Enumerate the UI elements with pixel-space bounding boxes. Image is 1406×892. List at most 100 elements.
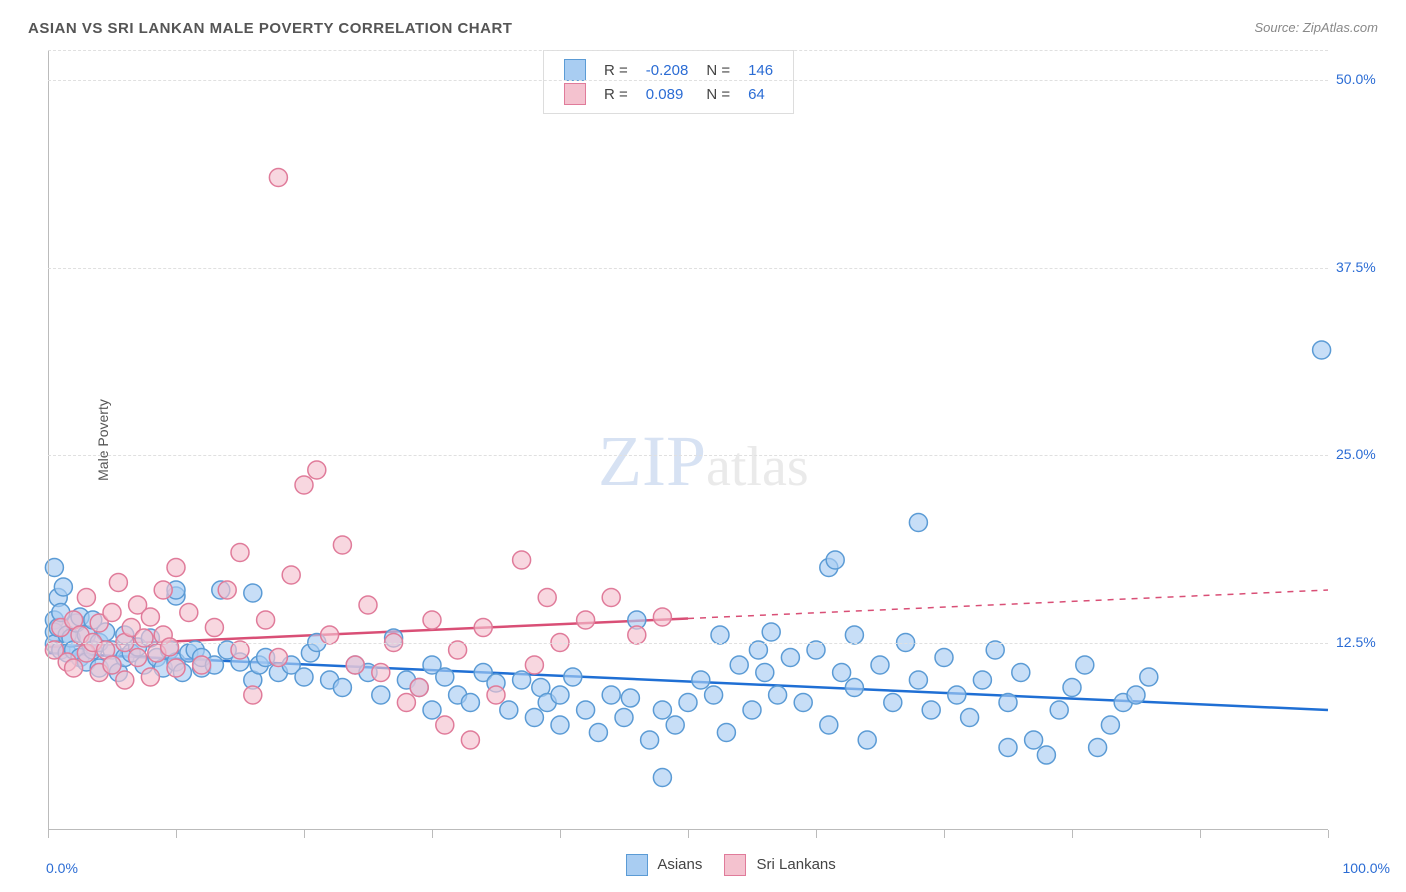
x-tick <box>944 830 945 838</box>
point-sri-lankans <box>461 731 479 749</box>
point-sri-lankans <box>129 649 147 667</box>
legend-r-label: R = <box>596 59 636 81</box>
x-tick <box>816 830 817 838</box>
point-sri-lankans <box>161 638 179 656</box>
point-sri-lankans <box>282 566 300 584</box>
point-asians <box>679 694 697 712</box>
point-asians <box>717 724 735 742</box>
point-asians <box>820 716 838 734</box>
legend-swatch <box>724 854 746 876</box>
point-asians <box>1012 664 1030 682</box>
legend-r-value: 0.089 <box>638 83 697 105</box>
point-sri-lankans <box>135 629 153 647</box>
point-sri-lankans <box>141 608 159 626</box>
point-asians <box>711 626 729 644</box>
point-asians <box>615 709 633 727</box>
point-sri-lankans <box>269 649 287 667</box>
series-legend: Asians Sri Lankans <box>608 854 840 876</box>
point-asians <box>1037 746 1055 764</box>
gridline <box>48 268 1328 269</box>
point-sri-lankans <box>577 611 595 629</box>
point-asians <box>589 724 607 742</box>
x-tick <box>1200 830 1201 838</box>
gridline <box>48 455 1328 456</box>
y-axis-line <box>48 50 49 830</box>
point-asians <box>871 656 889 674</box>
gridline <box>48 80 1328 81</box>
y-tick-label: 37.5% <box>1336 259 1392 275</box>
point-asians <box>909 514 927 532</box>
point-sri-lankans <box>77 589 95 607</box>
point-asians <box>423 701 441 719</box>
point-asians <box>922 701 940 719</box>
legend-n-value: 146 <box>740 59 781 81</box>
point-asians <box>845 679 863 697</box>
point-asians <box>948 686 966 704</box>
point-sri-lankans <box>628 626 646 644</box>
chart-title: ASIAN VS SRI LANKAN MALE POVERTY CORRELA… <box>28 20 512 37</box>
point-sri-lankans <box>231 544 249 562</box>
source-prefix: Source: <box>1254 20 1302 35</box>
point-asians <box>525 709 543 727</box>
plot-area: ZIPatlas Male Poverty 0.0% 100.0% R =-0.… <box>48 50 1328 830</box>
point-asians <box>999 739 1017 757</box>
point-sri-lankans <box>410 679 428 697</box>
correlation-legend-row: R =0.089N =64 <box>556 83 781 105</box>
point-sri-lankans <box>295 476 313 494</box>
point-asians <box>692 671 710 689</box>
point-sri-lankans <box>231 641 249 659</box>
point-asians <box>551 686 569 704</box>
point-asians <box>858 731 876 749</box>
legend-r-label: R = <box>596 83 636 105</box>
y-tick-label: 50.0% <box>1336 71 1392 87</box>
x-tick-label-min: 0.0% <box>46 860 78 876</box>
point-sri-lankans <box>257 611 275 629</box>
point-sri-lankans <box>602 589 620 607</box>
point-sri-lankans <box>436 716 454 734</box>
x-tick <box>304 830 305 838</box>
point-asians <box>295 668 313 686</box>
point-sri-lankans <box>513 551 531 569</box>
point-asians <box>666 716 684 734</box>
point-asians <box>705 686 723 704</box>
x-tick <box>560 830 561 838</box>
point-asians <box>781 649 799 667</box>
legend-n-value: 64 <box>740 83 781 105</box>
y-tick-label: 12.5% <box>1336 634 1392 650</box>
point-asians <box>564 668 582 686</box>
point-sri-lankans <box>193 656 211 674</box>
point-asians <box>653 769 671 787</box>
point-sri-lankans <box>487 686 505 704</box>
point-asians <box>973 671 991 689</box>
correlation-legend-row: R =-0.208N =146 <box>556 59 781 81</box>
point-sri-lankans <box>218 581 236 599</box>
point-sri-lankans <box>333 536 351 554</box>
point-asians <box>372 686 390 704</box>
x-tick <box>1328 830 1329 838</box>
point-asians <box>961 709 979 727</box>
point-asians <box>653 701 671 719</box>
point-asians <box>1076 656 1094 674</box>
point-sri-lankans <box>154 581 172 599</box>
legend-series-label: Sri Lankans <box>752 856 835 873</box>
point-asians <box>807 641 825 659</box>
point-asians <box>1050 701 1068 719</box>
point-asians <box>826 551 844 569</box>
point-asians <box>769 686 787 704</box>
point-asians <box>551 716 569 734</box>
x-tick <box>48 830 49 838</box>
point-asians <box>1127 686 1145 704</box>
point-asians <box>749 641 767 659</box>
point-sri-lankans <box>653 608 671 626</box>
legend-n-label: N = <box>698 59 738 81</box>
source-name: ZipAtlas.com <box>1303 20 1378 35</box>
scatter-svg <box>48 50 1328 830</box>
point-asians <box>244 584 262 602</box>
x-tick <box>1072 830 1073 838</box>
point-asians <box>730 656 748 674</box>
point-asians <box>1063 679 1081 697</box>
point-sri-lankans <box>109 574 127 592</box>
point-sri-lankans <box>538 589 556 607</box>
point-sri-lankans <box>346 656 364 674</box>
point-asians <box>500 701 518 719</box>
